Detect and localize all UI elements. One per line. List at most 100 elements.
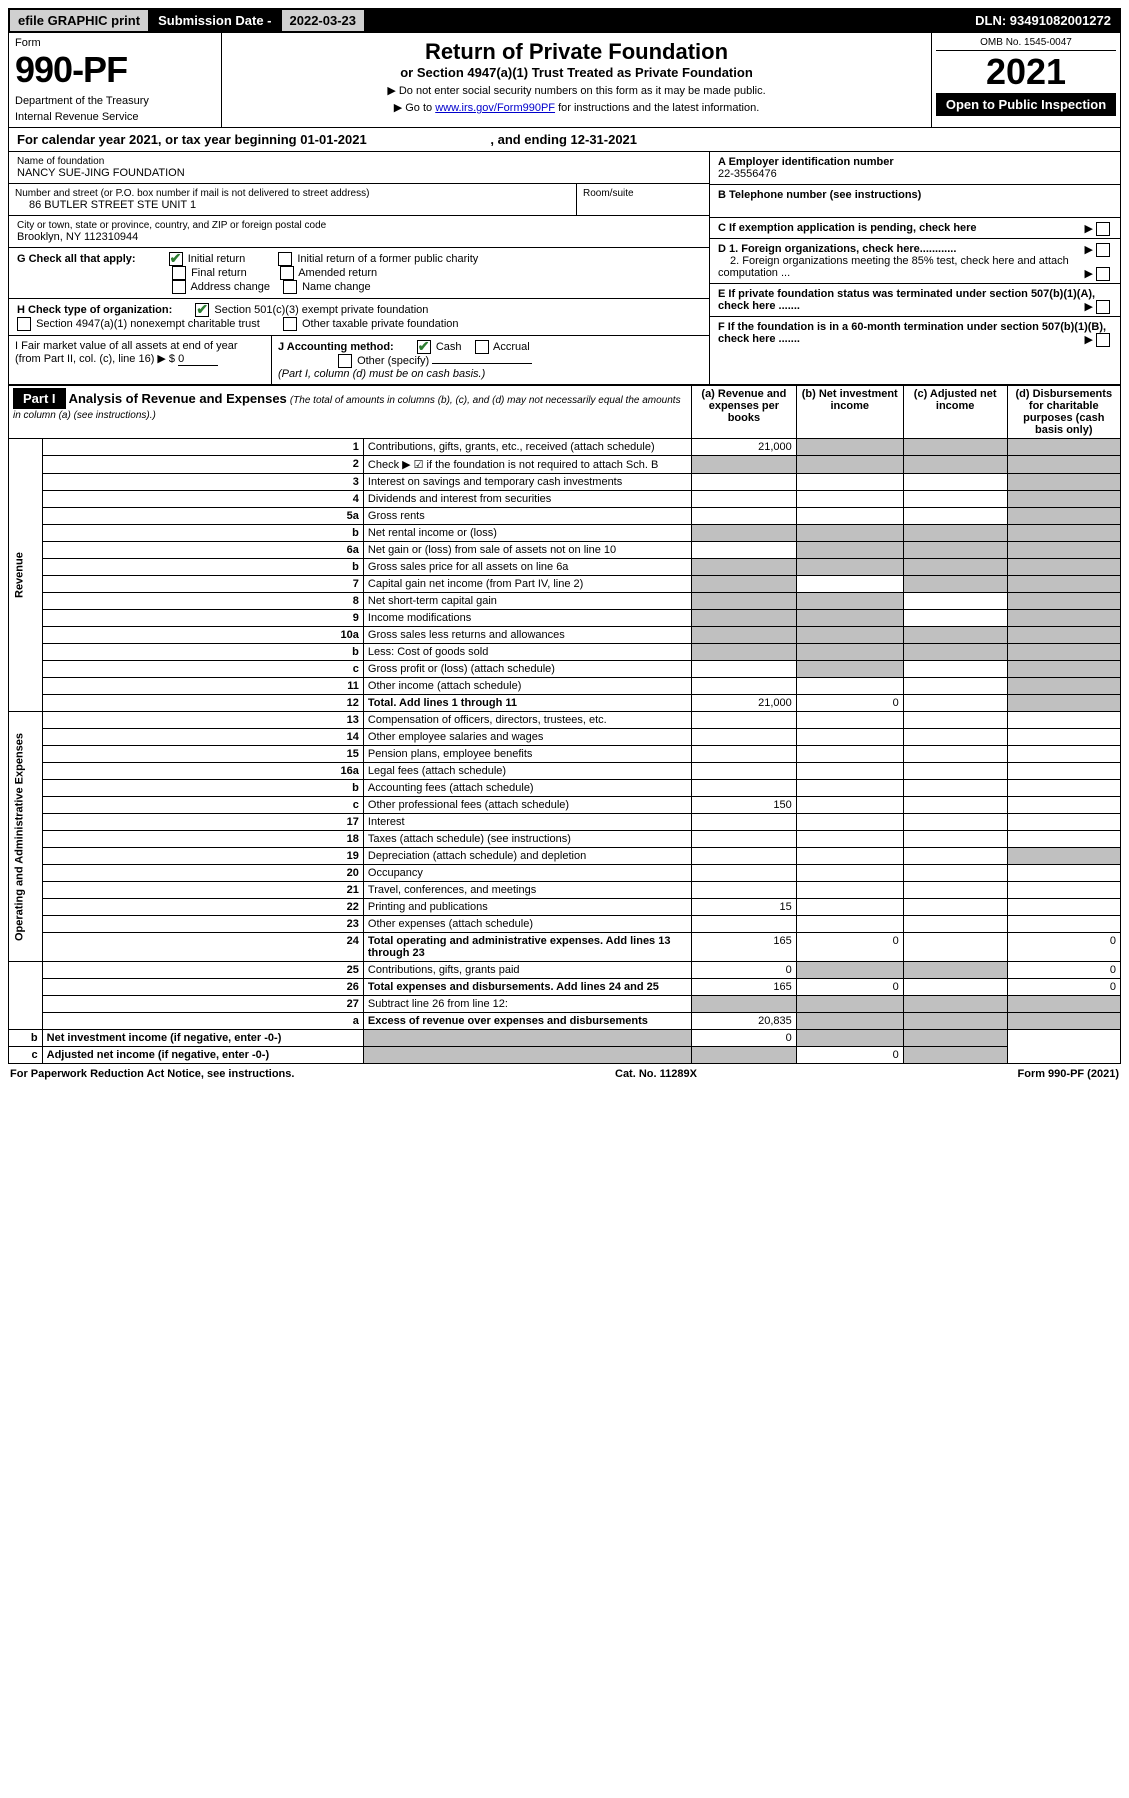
cell-col-b <box>796 593 903 610</box>
row-description: Net gain or (loss) from sale of assets n… <box>363 542 691 559</box>
cell-col-d <box>1007 661 1120 678</box>
row-number: 5a <box>42 508 363 525</box>
cell-col-d: 0 <box>1007 962 1120 979</box>
row-number: 1 <box>42 439 363 456</box>
cell-col-b <box>796 491 903 508</box>
cell-col-a <box>692 746 797 763</box>
j-cash-checkbox[interactable] <box>417 340 431 354</box>
table-row: Operating and Administrative Expenses13C… <box>9 712 1121 729</box>
h-other-checkbox[interactable] <box>283 317 297 331</box>
row-description: Pension plans, employee benefits <box>363 746 691 763</box>
cell-col-b <box>796 729 903 746</box>
cell-col-c <box>903 576 1007 593</box>
table-row: 26Total expenses and disbursements. Add … <box>9 979 1121 996</box>
form-subtitle: or Section 4947(a)(1) Trust Treated as P… <box>228 65 925 80</box>
table-row: cOther professional fees (attach schedul… <box>9 797 1121 814</box>
cell-col-a <box>692 729 797 746</box>
cell-col-c <box>903 661 1007 678</box>
f-label: F If the foundation is in a 60-month ter… <box>718 321 1106 345</box>
cell-col-d <box>1007 831 1120 848</box>
row-description: Accounting fees (attach schedule) <box>363 780 691 797</box>
row-number: 10a <box>42 627 363 644</box>
cell-col-d <box>1007 491 1120 508</box>
cell-col-d <box>1007 1013 1120 1030</box>
city-value: Brooklyn, NY 112310944 <box>17 231 701 243</box>
cell-col-a <box>692 848 797 865</box>
irs-link[interactable]: www.irs.gov/Form990PF <box>435 102 555 114</box>
cell-col-c <box>903 763 1007 780</box>
g-check-box: G Check all that apply: Initial return I… <box>9 248 709 299</box>
cell-col-a <box>692 456 797 474</box>
cell-col-b <box>796 610 903 627</box>
table-row: 11Other income (attach schedule) <box>9 678 1121 695</box>
cell-col-a <box>692 814 797 831</box>
initial-former-checkbox[interactable] <box>278 252 292 266</box>
cell-col-b: 0 <box>692 1030 797 1047</box>
blank-section <box>9 962 43 1030</box>
row-number: 12 <box>42 695 363 712</box>
cell-col-a: 15 <box>692 899 797 916</box>
c-checkbox[interactable] <box>1096 222 1110 236</box>
cell-col-d <box>1007 996 1120 1013</box>
h-501c3-checkbox[interactable] <box>195 303 209 317</box>
cell-col-a <box>692 780 797 797</box>
footer-mid: Cat. No. 11289X <box>615 1068 697 1080</box>
row-number: 22 <box>42 899 363 916</box>
top-bar: efile GRAPHIC print Submission Date - 20… <box>8 8 1121 33</box>
row-description: Dividends and interest from securities <box>363 491 691 508</box>
table-row: 25Contributions, gifts, grants paid00 <box>9 962 1121 979</box>
tax-year: 2021 <box>936 51 1116 93</box>
open-public: Open to Public Inspection <box>936 93 1116 116</box>
submission-date: 2022-03-23 <box>282 10 367 31</box>
d1-checkbox[interactable] <box>1096 243 1110 257</box>
ein-box: A Employer identification number 22-3556… <box>710 152 1120 185</box>
cell-col-b <box>796 865 903 882</box>
g-label: G Check all that apply: <box>17 253 136 265</box>
d2-checkbox[interactable] <box>1096 267 1110 281</box>
cell-col-d <box>1007 610 1120 627</box>
j-cash: Cash <box>436 341 462 353</box>
cell-col-a <box>692 593 797 610</box>
cell-col-a <box>692 831 797 848</box>
cell-col-d <box>1007 882 1120 899</box>
row-number: 13 <box>42 712 363 729</box>
cell-col-c <box>903 491 1007 508</box>
name-change-checkbox[interactable] <box>283 280 297 294</box>
amended-checkbox[interactable] <box>280 266 294 280</box>
g-initial: Initial return <box>188 253 245 265</box>
table-row: 14Other employee salaries and wages <box>9 729 1121 746</box>
final-return-checkbox[interactable] <box>172 266 186 280</box>
h-4947-checkbox[interactable] <box>17 317 31 331</box>
cell-col-a <box>692 678 797 695</box>
cell-col-a <box>692 542 797 559</box>
cell-col-d <box>1007 780 1120 797</box>
row-number: b <box>42 525 363 542</box>
initial-return-checkbox[interactable] <box>169 252 183 266</box>
table-row: cGross profit or (loss) (attach schedule… <box>9 661 1121 678</box>
info-left: Name of foundation NANCY SUE-JING FOUNDA… <box>9 152 709 384</box>
table-row: 23Other expenses (attach schedule) <box>9 916 1121 933</box>
row-number: b <box>42 780 363 797</box>
cell-col-d <box>1007 678 1120 695</box>
col-c-header: (c) Adjusted net income <box>903 386 1007 439</box>
j-accrual-checkbox[interactable] <box>475 340 489 354</box>
table-row: bNet investment income (if negative, ent… <box>9 1030 1121 1047</box>
cell-col-a <box>692 474 797 491</box>
address-change-checkbox[interactable] <box>172 280 186 294</box>
e-checkbox[interactable] <box>1096 300 1110 314</box>
f-checkbox[interactable] <box>1096 333 1110 347</box>
c-label: C If exemption application is pending, c… <box>718 222 977 234</box>
row-description: Total operating and administrative expen… <box>363 933 691 962</box>
efile-label[interactable]: efile GRAPHIC print <box>10 10 150 31</box>
cell-col-c <box>903 610 1007 627</box>
cell-col-a <box>692 576 797 593</box>
cell-col-a <box>692 661 797 678</box>
part1-table: Part I Analysis of Revenue and Expenses … <box>8 385 1121 1064</box>
ein-value: 22-3556476 <box>718 168 777 180</box>
j-other-checkbox[interactable] <box>338 354 352 368</box>
row-description: Adjusted net income (if negative, enter … <box>42 1047 363 1064</box>
row-number: b <box>42 559 363 576</box>
row-description: Printing and publications <box>363 899 691 916</box>
h-other: Other taxable private foundation <box>302 318 459 330</box>
g-address: Address change <box>190 281 270 293</box>
